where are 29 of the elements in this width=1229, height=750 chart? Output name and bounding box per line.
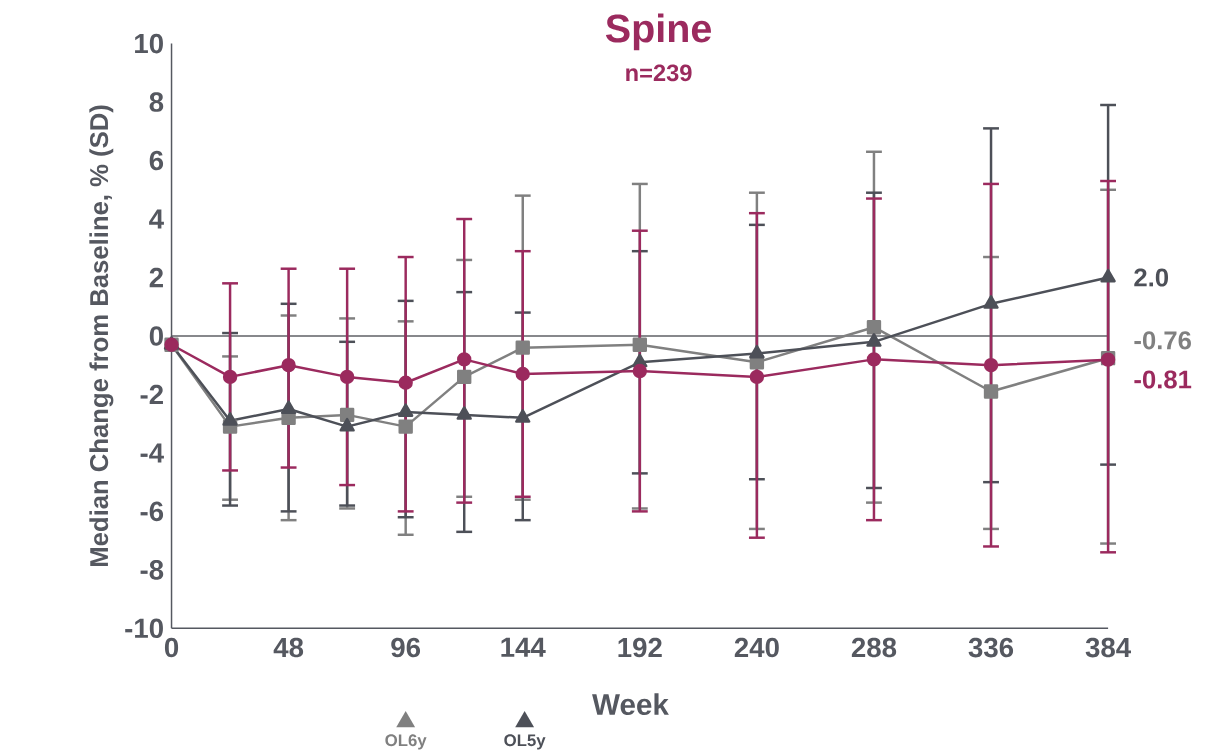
legend-label: OL5y [504, 734, 546, 750]
x-tick-label: 192 [618, 637, 662, 658]
x-tick-label: 240 [734, 637, 779, 658]
y-tick-label: 6 [149, 150, 164, 171]
y-tick-label: -2 [140, 384, 163, 404]
x-tick-label: 96 [391, 637, 421, 658]
y-tick-label: 2 [149, 267, 163, 288]
y-tick-label: 0 [149, 326, 163, 346]
x-tick-label: 288 [851, 637, 897, 658]
data-label: -0.81 [1134, 370, 1192, 389]
data-label: -0.76 [1134, 331, 1191, 350]
y-axis-title: Median Change from Baseline, % (SD) [89, 105, 114, 566]
x-tick-label: 144 [501, 637, 546, 657]
y-tick-label: -10 [125, 618, 163, 638]
x-tick-label: 48 [273, 637, 304, 658]
y-tick-label: -4 [140, 443, 164, 463]
y-tick-label: 4 [149, 209, 164, 229]
chart-title: Spine [605, 13, 711, 51]
y-tick-label: -8 [140, 559, 164, 580]
x-tick-label: 0 [164, 637, 179, 658]
y-tick-label: 10 [135, 33, 163, 54]
y-tick-label: 8 [149, 92, 164, 112]
x-axis-title: Week [592, 693, 669, 715]
x-tick-label: 384 [1085, 637, 1131, 658]
text: n=239 [626, 64, 692, 82]
legend-label: OL6y [385, 734, 427, 750]
x-tick-label: 336 [968, 637, 1014, 658]
data-label: 2.0 [1134, 268, 1169, 287]
y-tick-label: -6 [140, 501, 164, 522]
